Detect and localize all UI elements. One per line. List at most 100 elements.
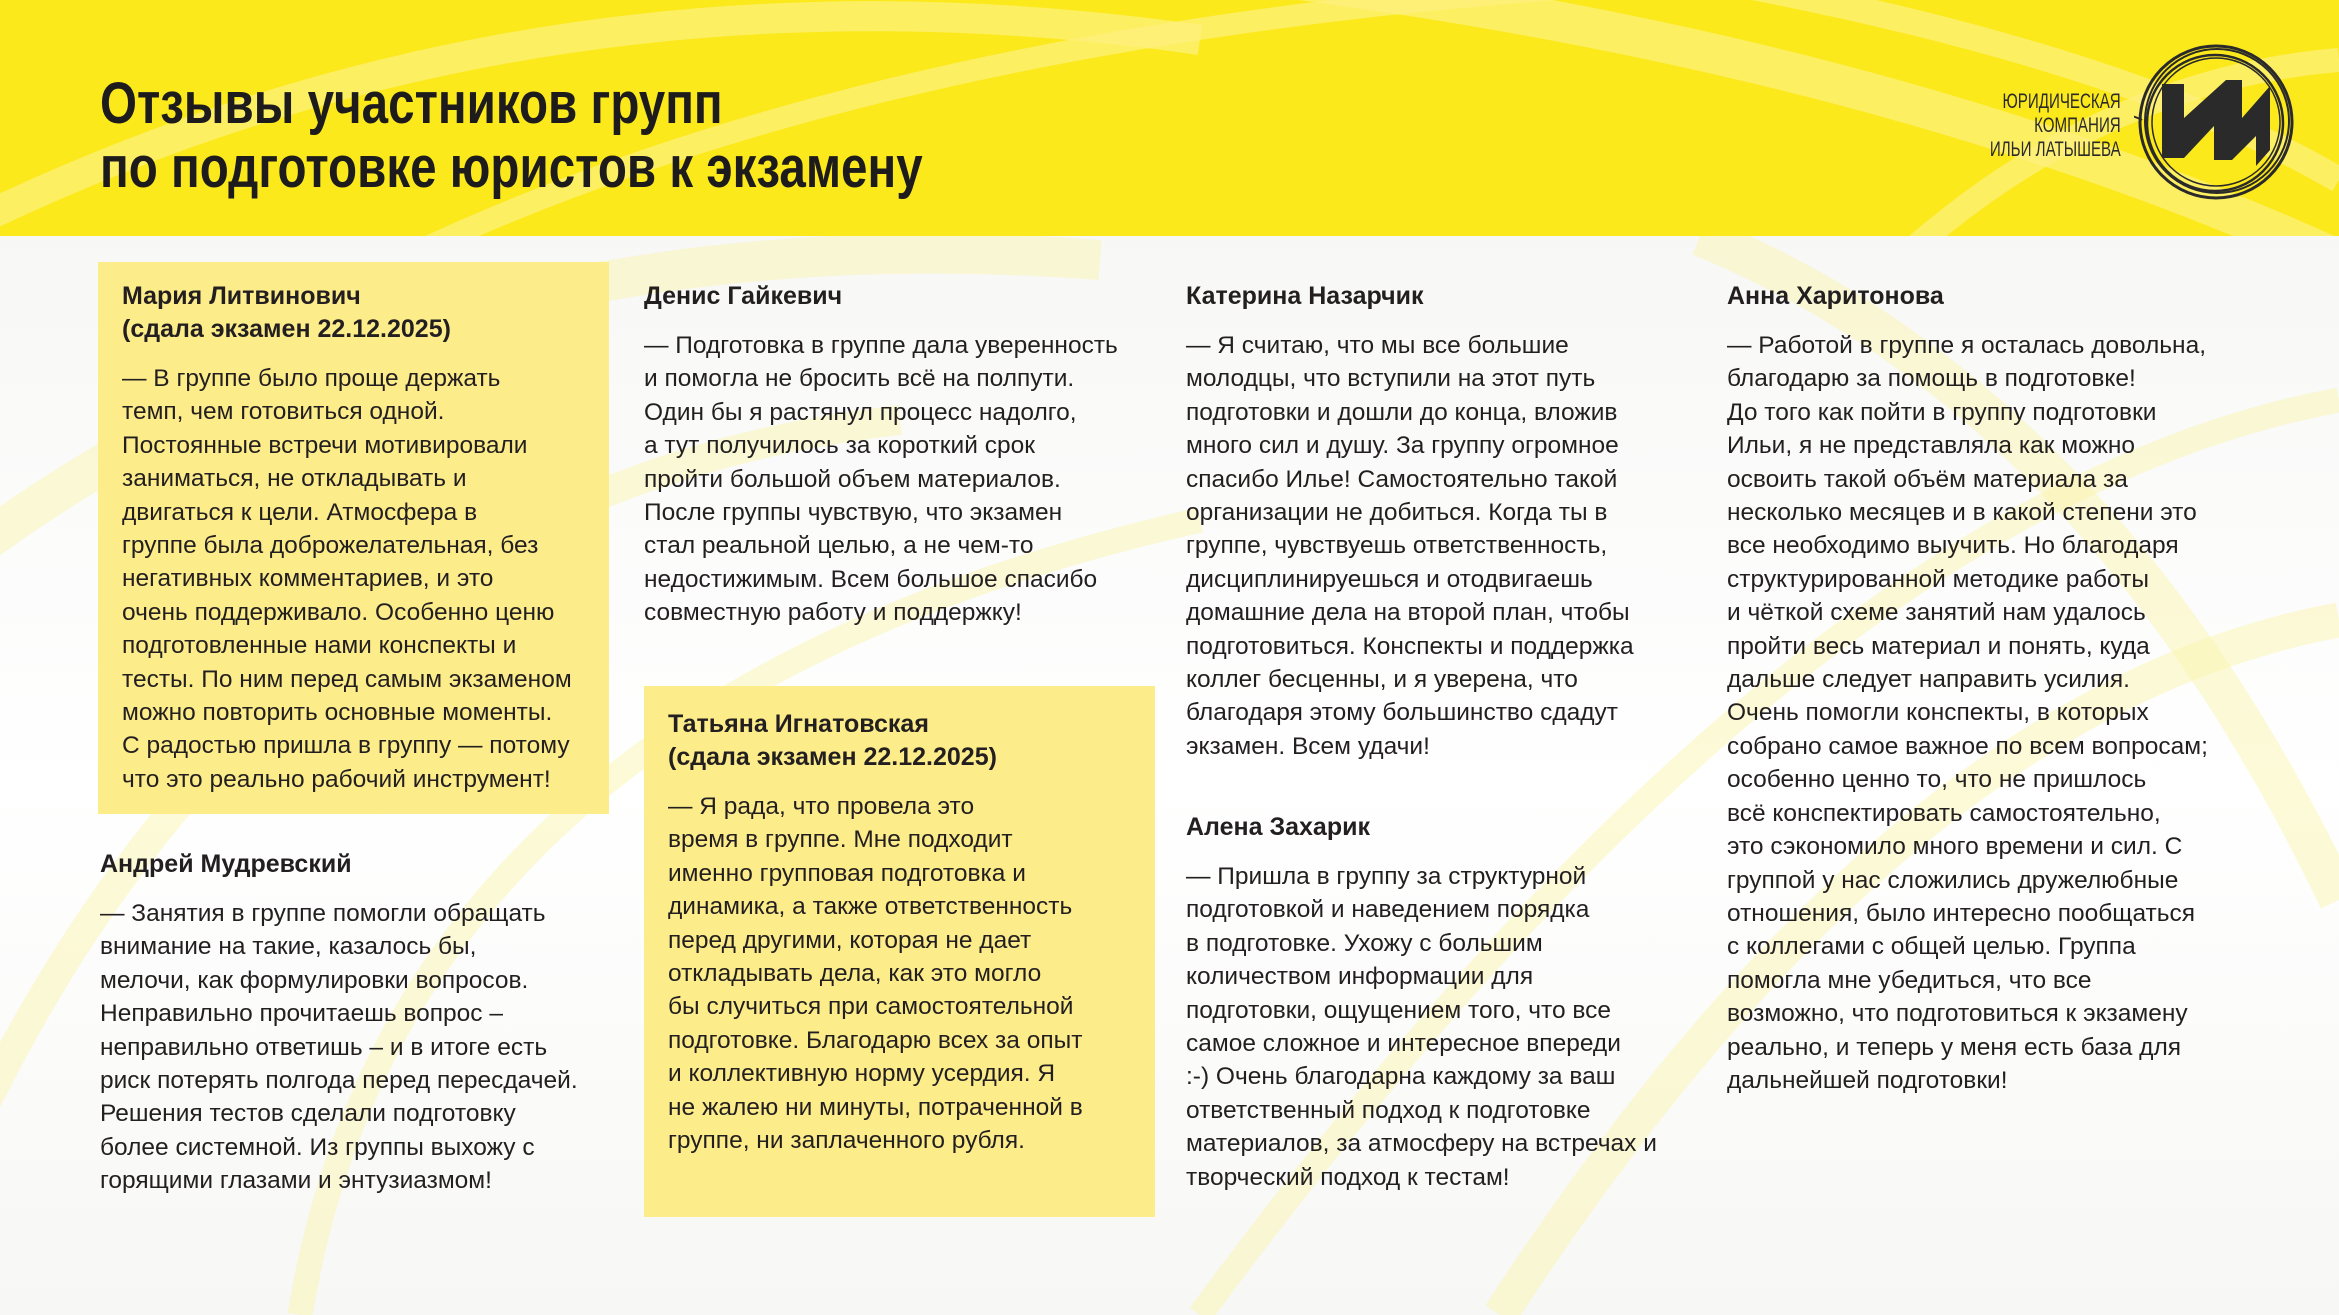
review-text-line: всё конспектировать самостоятельно, — [1727, 799, 2161, 827]
review-text-line: внимание на такие, казалось бы, — [100, 933, 477, 961]
review-text-line: Решения тестов сделали подготовку — [100, 1100, 516, 1128]
page-title: Отзывы участников групп по подготовке юр… — [100, 72, 923, 200]
review-text-line: подготовки и дошли до конца, вложив — [1186, 398, 1618, 426]
review-text-line: Очень помогли конспекты, в которых — [1727, 699, 2149, 727]
review-text: — Я считаю, что мы все большие молодцы, ч… — [1186, 329, 1634, 763]
review-card: Алена Захарик — Пришла в группу за структ… — [1186, 811, 1657, 1194]
review-text: — В группе было проще держать темп, чем г… — [122, 362, 572, 796]
company-name-line: ЮРИДИЧЕСКАЯ — [2002, 90, 2121, 113]
review-text-line: помогла мне убедиться, что все — [1727, 966, 2092, 994]
review-text-line: структурированной методике работы — [1727, 565, 2149, 593]
review-text-line: особенно ценно то, что не пришлось — [1727, 766, 2147, 794]
review-text-line: двигаться к цели. Атмосфера в — [122, 498, 478, 526]
review-card: Денис Гайкевич — Подготовка в группе дала… — [644, 280, 1118, 630]
review-text-line: реально, и теперь у меня есть база для — [1727, 1033, 2182, 1061]
review-text-line: группой у нас сложились дружелюбные — [1727, 866, 2179, 894]
review-text-line: пройти большой объем материалов. — [644, 465, 1061, 493]
review-card: Андрей Мудревский — Занятия в группе помо… — [100, 848, 578, 1198]
review-text-line: подготовиться. Конспекты и поддержка — [1186, 632, 1634, 660]
review-text-line: ответственный подход к подготовке — [1186, 1096, 1591, 1124]
review-text-line: не жалею ни минуты, потраченной в — [668, 1093, 1083, 1121]
reviewer-name-text: Катерина Назарчик — [1186, 282, 1424, 310]
review-text-line: группе, чувствуешь ответственность, — [1186, 532, 1608, 560]
exam-date-note: (сдала экзамен 22.12.2025) — [668, 743, 997, 771]
review-text-line: несколько месяцев и в какой степени это — [1727, 499, 2197, 527]
reviewer-name: Анна Харитонова — [1727, 280, 2208, 313]
review-text-line: собрано самое важное по всем вопросам; — [1727, 732, 2208, 760]
review-text-line: а тут получилось за короткий срок — [644, 432, 1035, 460]
review-text-line: группе, ни заплаченного рубля. — [668, 1127, 1025, 1155]
review-text-line: До того как пойти в группу подготовки — [1727, 398, 2157, 426]
review-text-line: благодаря этому большинство сдадут — [1186, 699, 1619, 727]
review-text: — Работой в группе я осталась довольна, б… — [1727, 329, 2208, 1097]
review-text-line: в подготовке. Ухожу с большим — [1186, 929, 1543, 957]
review-text-line: негативных комментариев, и это — [122, 565, 494, 593]
review-text-line: подготовке. Благодарю всех за опыт — [668, 1026, 1083, 1054]
review-text-line: темп, чем готовиться одной. — [122, 398, 445, 426]
review-text-line: откладывать дела, как это могло — [668, 960, 1042, 988]
review-text-line: Ильи, я не представляла как можно — [1727, 432, 2135, 460]
review-text-line: стал реальной целью, а не чем-то — [644, 532, 1034, 560]
review-text-line: — Я рада, что провела это — [668, 793, 975, 820]
reviewer-name: Денис Гайкевич — [644, 280, 1118, 313]
review-text-line: дальнейшей подготовки! — [1727, 1066, 2008, 1094]
reviewer-name-text: Алена Захарик — [1186, 813, 1370, 841]
review-text-line: творческий подход к тестам! — [1186, 1163, 1510, 1191]
company-name-line: ИЛЬИ ЛАТЫШЕВА — [1990, 138, 2121, 161]
review-text-line: После группы чувствую, что экзамен — [644, 499, 1063, 527]
reviewer-name: Андрей Мудревский — [100, 848, 578, 881]
company-name-line: КОМПАНИЯ — [2034, 114, 2121, 137]
review-text-line: и коллективную норму усердия. Я — [668, 1060, 1056, 1088]
review-text-line: Неправильно прочитаешь вопрос – — [100, 1000, 503, 1028]
review-text-line: очень поддерживало. Особенно ценю — [122, 598, 555, 626]
review-text-line: именно групповая подготовка и — [668, 859, 1026, 887]
exam-date-note: (сдала экзамен 22.12.2025) — [122, 315, 451, 343]
review-text-line: экзамен. Всем удачи! — [1186, 732, 1430, 760]
header-banner: Отзывы участников групп по подготовке юр… — [0, 0, 2339, 236]
review-text-line: количеством информации для — [1186, 963, 1534, 991]
review-text: — Занятия в группе помогли обращать внима… — [100, 897, 578, 1198]
review-text-line: — Занятия в группе помогли обращать — [100, 900, 546, 927]
review-text-line: самое сложное и интересное впереди — [1186, 1030, 1621, 1058]
review-text-line: — В группе было проще держать — [122, 365, 501, 392]
review-text-line: дальше следует направить усилия. — [1727, 666, 2130, 694]
review-text-line: освоить такой объём материала за — [1727, 465, 2128, 493]
reviewer-name-text: Татьяна Игнатовская — [668, 710, 929, 738]
review-text-line: и чёткой схеме занятий нам удалось — [1727, 599, 2146, 627]
review-card: Мария Литвинович (сдала экзамен 22.12.202… — [122, 280, 572, 796]
review-text-line: с коллегами с общей целью. Группа — [1727, 933, 2136, 961]
company-logo-icon — [2134, 44, 2294, 200]
reviewer-name-text: Анна Харитонова — [1727, 282, 1944, 310]
review-text-line: — Работой в группе я осталась довольна, — [1727, 332, 2207, 359]
review-text-line: благодарю за помощь в подготовке! — [1727, 365, 2136, 393]
reviewer-name: Мария Литвинович (сдала экзамен 22.12.202… — [122, 280, 572, 346]
review-text-line: возможно, что подготовиться к экзамену — [1727, 1000, 2188, 1028]
reviewer-name: Алена Захарик — [1186, 811, 1657, 844]
review-text-line: время в группе. Мне подходит — [668, 826, 1013, 854]
highlight-box — [98, 262, 609, 814]
review-text: — Пришла в группу за структурной подготов… — [1186, 860, 1657, 1194]
review-text-line: — Я считаю, что мы все большие — [1186, 332, 1569, 359]
review-text-line: горящими глазами и энтузиазмом! — [100, 1167, 492, 1195]
review-text-line: домашние дела на второй план, чтобы — [1186, 599, 1630, 627]
review-text-line: группе была доброжелательная, без — [122, 532, 539, 560]
review-text-line: все необходимо выучить. Но благодаря — [1727, 532, 2179, 560]
title-line: Отзывы участников групп — [100, 71, 723, 136]
reviewer-name: Катерина Назарчик — [1186, 280, 1634, 313]
review-text: — Я рада, что провела это время в группе.… — [668, 790, 1083, 1157]
reviewer-name-text: Мария Литвинович — [122, 282, 361, 310]
review-text-line: бы случиться при самостоятельной — [668, 993, 1074, 1021]
reviewer-name: Татьяна Игнатовская (сдала экзамен 22.12.… — [668, 708, 1083, 774]
review-text-line: неправильно ответишь – и в итоге есть — [100, 1033, 548, 1061]
review-text-line: и помогла не бросить всё на полпути. — [644, 365, 1075, 393]
review-text-line: что это реально рабочий инструмент! — [122, 765, 551, 793]
company-name: ЮРИДИЧЕСКАЯ КОМПАНИЯ ИЛЬИ ЛАТЫШЕВА — [1990, 90, 2121, 162]
review-card: Катерина Назарчик — Я считаю, что мы все … — [1186, 280, 1634, 763]
review-text-line: много сил и душу. За группу огромное — [1186, 432, 1619, 460]
review-text-line: динамика, а также ответственность — [668, 893, 1073, 921]
review-text-line: мелочи, как формулировки вопросов. — [100, 966, 529, 994]
review-text-line: организации не добиться. Когда ты в — [1186, 499, 1608, 527]
review-text: — Подготовка в группе дала уверенность и … — [644, 329, 1118, 630]
reviewer-name-text: Андрей Мудревский — [100, 850, 352, 878]
title-line: по подготовке юристов к экзамену — [100, 135, 923, 200]
